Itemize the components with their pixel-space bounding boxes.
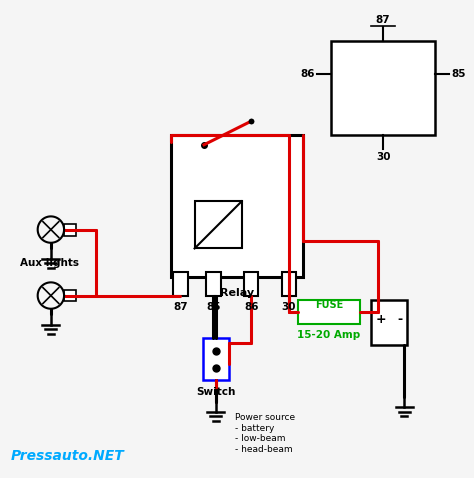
Text: 85: 85 xyxy=(206,302,221,312)
Text: 85: 85 xyxy=(451,69,466,79)
Bar xyxy=(331,41,435,135)
Bar xyxy=(282,272,296,295)
Bar xyxy=(298,300,359,324)
Bar xyxy=(244,272,258,295)
Bar xyxy=(64,224,76,236)
Text: 30: 30 xyxy=(376,152,390,162)
Text: -: - xyxy=(397,313,402,326)
Text: 86: 86 xyxy=(300,69,315,79)
Bar xyxy=(171,135,303,277)
Text: 87: 87 xyxy=(173,302,188,312)
Bar xyxy=(203,338,229,380)
Bar xyxy=(206,272,220,295)
Text: 30: 30 xyxy=(282,302,296,312)
Text: Relay: Relay xyxy=(220,289,254,298)
Text: Pressauto.NET: Pressauto.NET xyxy=(11,449,125,463)
Bar xyxy=(173,272,188,295)
Bar xyxy=(195,201,242,249)
Text: Power source
- battery
- low-beam
- head-beam: Power source - battery - low-beam - head… xyxy=(235,413,295,454)
Bar xyxy=(64,290,76,302)
Text: 87: 87 xyxy=(376,15,391,24)
Text: Aux lights: Aux lights xyxy=(20,258,79,268)
Bar xyxy=(371,300,407,345)
Text: FUSE: FUSE xyxy=(315,300,343,310)
Text: Switch: Switch xyxy=(196,388,236,397)
Text: +: + xyxy=(375,313,386,326)
Text: 86: 86 xyxy=(244,302,258,312)
Text: 15-20 Amp: 15-20 Amp xyxy=(297,330,361,340)
